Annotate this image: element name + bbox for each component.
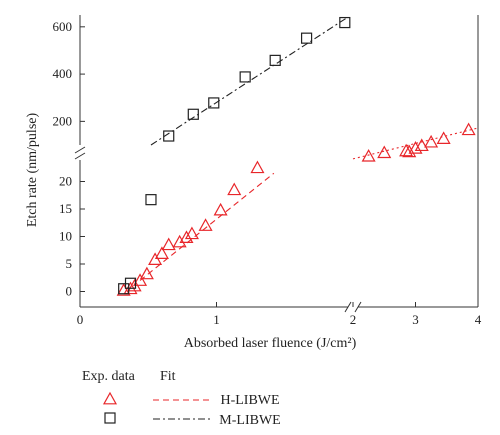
legend-fit-header: Fit	[160, 369, 176, 384]
y-axis-label: Etch rate (nm/pulse)	[25, 113, 40, 228]
x-tick-label: 0	[77, 312, 84, 327]
data-point-h-libwe	[227, 182, 242, 196]
data-point-m-libwe	[187, 108, 199, 120]
y-tick-label-lower: 20	[59, 174, 72, 189]
y-tick-label-upper: 200	[53, 113, 73, 128]
data-point-h-libwe	[179, 230, 194, 243]
data-point-m-libwe	[239, 71, 251, 83]
fit-line-h-libwe-right	[352, 127, 479, 160]
legend: Exp. data Fit H-LIBWE M-LIBWE	[82, 369, 281, 428]
data-point-h-libwe	[213, 202, 228, 216]
y-tick-label-lower: 0	[66, 284, 73, 299]
y-axis-break	[74, 146, 86, 160]
y-tick-label-upper: 400	[53, 66, 73, 81]
data-point-m-libwe	[339, 16, 351, 29]
legend-marker-m-libwe	[104, 412, 116, 424]
legend-exp-header: Exp. data	[82, 369, 136, 384]
legend-marker-h-libwe	[102, 391, 118, 405]
data-point-m-libwe	[269, 54, 281, 66]
data-point-m-libwe	[163, 130, 175, 142]
data-point-m-libwe	[145, 194, 157, 206]
data-point-h-libwe	[139, 266, 154, 280]
data-point-h-libwe	[414, 138, 429, 152]
data-point-h-libwe	[198, 218, 213, 231]
x-tick-label: 1	[213, 312, 220, 327]
fit-line-m-libwe	[150, 16, 348, 146]
data-point-h-libwe	[361, 148, 376, 162]
data-point-h-libwe	[377, 145, 392, 159]
x-tick-label: 2	[350, 312, 357, 327]
y-tick-label-upper: 600	[53, 19, 73, 34]
data-point-h-libwe	[184, 226, 199, 240]
y-tick-label-lower: 5	[66, 256, 73, 271]
x-tick-label: 4	[475, 312, 482, 327]
fit-line-h-libwe	[139, 172, 275, 281]
data-point-h-libwe	[250, 160, 265, 174]
data-point-h-libwe	[461, 122, 476, 136]
y-tick-label-lower: 10	[59, 229, 72, 244]
data-point-h-libwe	[399, 143, 414, 157]
data-point-h-libwe	[148, 252, 163, 265]
data-point-h-libwe	[408, 141, 423, 154]
data-point-h-libwe	[402, 144, 417, 158]
legend-label-h-libwe: H-LIBWE	[220, 393, 279, 408]
data-point-h-libwe	[424, 134, 439, 148]
y-tick-label-lower: 15	[59, 201, 72, 216]
data-point-m-libwe	[124, 277, 137, 289]
data-point-h-libwe	[161, 237, 176, 251]
data-point-h-libwe	[133, 273, 148, 286]
data-point-m-libwe	[300, 32, 313, 44]
data-point-h-libwe	[436, 131, 451, 144]
data-point-h-libwe	[172, 234, 187, 248]
x-tick-label: 3	[412, 312, 419, 327]
data-point-m-libwe	[208, 97, 220, 109]
legend-label-m-libwe: M-LIBWE	[219, 413, 280, 428]
x-axis-label: Absorbed laser fluence (J/cm²)	[184, 336, 357, 351]
data-point-h-libwe	[154, 246, 169, 259]
x-axis-break	[344, 301, 362, 313]
